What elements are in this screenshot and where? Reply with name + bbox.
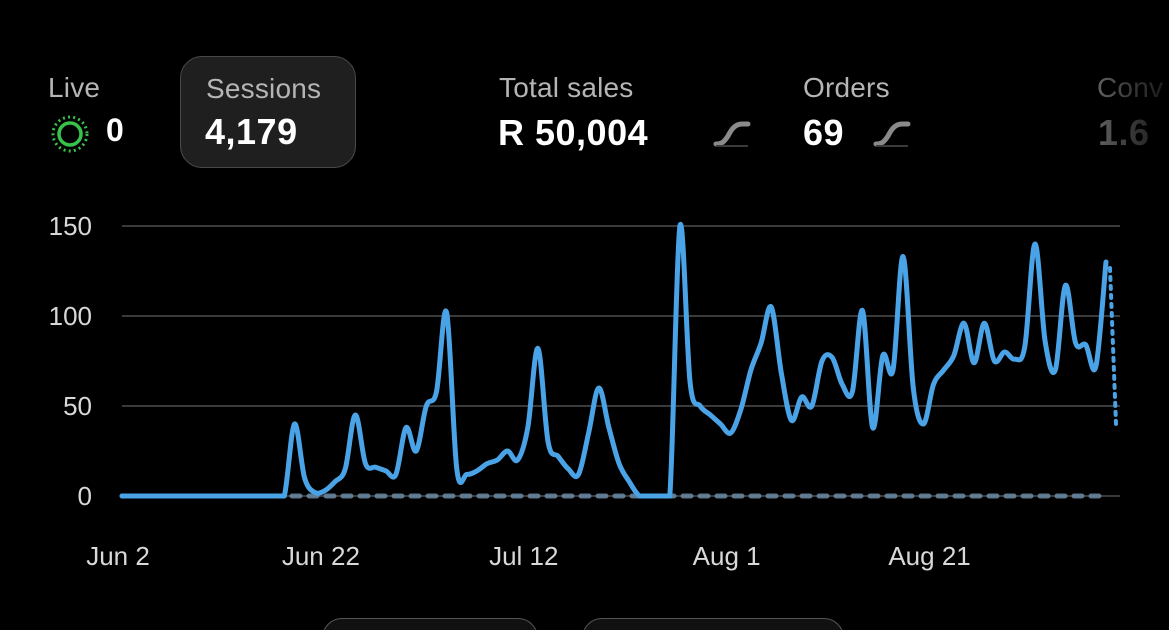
bottom-pill-left[interactable] [322,618,538,630]
x-tick-label: Aug 1 [693,541,761,571]
x-tick-label: Jun 2 [86,541,150,571]
total-sales-label: Total sales [499,72,634,103]
total-sales-value: R 50,004 [498,112,649,153]
sessions-label: Sessions [206,73,322,104]
live-label: Live [48,72,101,103]
y-axis-ticks: 0 50 100 150 [49,211,92,511]
data-points [120,224,1108,498]
x-axis-ticks: Jun 2 Jun 22 Jul 12 Aug 1 Aug 21 [86,541,971,571]
sessions-series [119,221,1118,499]
sessions-line [119,221,1109,499]
live-pulse-icon [51,115,89,153]
sessions-value: 4,179 [205,111,298,152]
y-tick-label: 100 [49,301,92,331]
projection-line [1108,266,1118,426]
x-tick-label: Jul 12 [489,541,558,571]
y-tick-label: 0 [78,481,92,511]
live-value: 0 [106,112,125,148]
conversion-value: 1.6 [1098,112,1150,153]
x-tick-label: Jun 22 [282,541,360,571]
x-tick-label: Aug 21 [888,541,970,571]
sparkline-icon [873,121,911,147]
bottom-pill-right[interactable] [582,618,844,630]
metric-sessions-card[interactable]: Sessions 4,179 [180,56,356,168]
sparkline-icon [713,121,751,147]
conversion-label: Conv [1097,72,1164,103]
y-tick-label: 50 [63,391,92,421]
orders-label: Orders [803,72,890,103]
orders-value: 69 [803,112,845,153]
sessions-chart: 0 50 100 150 Jun 2 Jun 22 Jul 12 Aug 1 Aug 21 [49,211,1120,571]
y-tick-label: 150 [49,211,92,241]
